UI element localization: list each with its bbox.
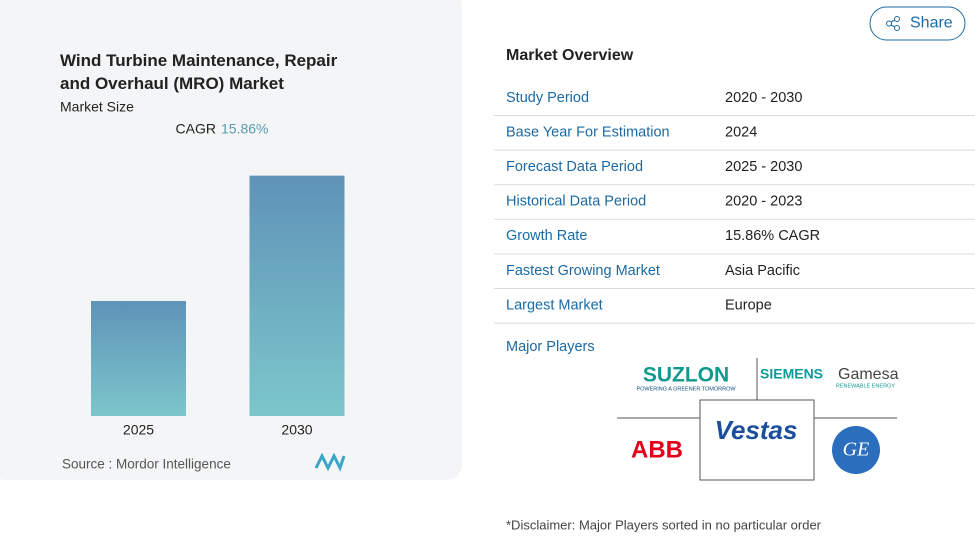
logo-suzlon: SUZLON (643, 364, 729, 387)
row-value: 2024 (725, 124, 757, 140)
logo-ge-circle (832, 426, 880, 474)
share-button[interactable] (869, 6, 966, 41)
overview-title: Market Overview (506, 47, 634, 64)
title-line: Wind Turbine Maintenance, Repair (60, 51, 338, 70)
row-value: Europe (725, 297, 772, 313)
logo-vestas: Vestas (715, 415, 798, 445)
brand-logo (314, 452, 346, 472)
logo-gamesa-tag: RENEWABLE ENERGY (836, 383, 895, 389)
bar (91, 301, 186, 416)
chart-subtitle: Market Size (60, 99, 134, 115)
row-label: Base Year For Estimation (506, 124, 670, 140)
chart-title: Wind Turbine Maintenance, Repair and Over… (60, 51, 338, 93)
plot: 2025 2030 (91, 175, 345, 438)
source: Source : Mordor Intelligence (62, 457, 231, 472)
share-label[interactable]: Share (910, 15, 953, 32)
cagr-value: 15.86% (221, 121, 268, 137)
row-value: 2025 - 2030 (725, 159, 802, 175)
logo-ge: GE (843, 439, 870, 461)
row-value: 2020 - 2023 (725, 194, 802, 210)
players-grid (617, 358, 897, 481)
logo-gamesa: Gamesa (838, 366, 899, 383)
row-label: Fastest Growing Market (506, 263, 660, 279)
row-label: Historical Data Period (506, 194, 646, 210)
disclaimer: *Disclaimer: Major Players sorted in no … (506, 517, 822, 532)
logo-siemens: SIEMENS (760, 366, 823, 382)
row-value: 2020 - 2030 (725, 90, 802, 106)
row-label: Growth Rate (506, 228, 587, 244)
logo-abb: ABB (631, 436, 683, 463)
x-tick-label: 2030 (281, 422, 312, 438)
bar (249, 175, 345, 416)
row-value: 15.86% CAGR (725, 228, 820, 244)
row-label: Largest Market (506, 297, 603, 313)
share-icon (886, 16, 900, 31)
x-tick-label: 2025 (123, 422, 154, 438)
logo-suzlon-tag: POWERING A GREENER TOMORROW (636, 386, 736, 392)
overview-table: Study Period 2020 - 2030 Base Year For Est… (494, 90, 975, 324)
row-value: Asia Pacific (725, 263, 800, 279)
title-line: and Overhaul (MRO) Market (60, 74, 284, 93)
players-title: Major Players (506, 339, 595, 355)
cagr-label: CAGR (176, 121, 216, 137)
row-label: Forecast Data Period (506, 159, 643, 175)
row-label: Study Period (506, 90, 589, 106)
chart-card (0, 0, 462, 480)
